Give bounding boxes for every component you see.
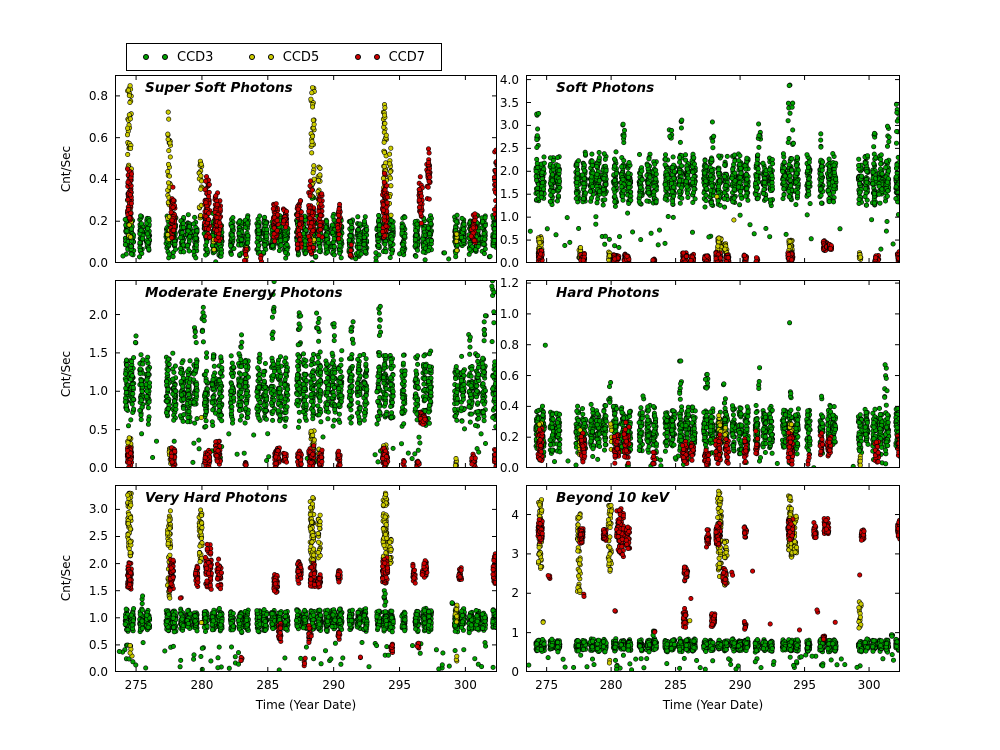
plot-title: Super Soft Photons — [145, 80, 293, 96]
x-tick-label: 285 — [664, 678, 688, 692]
y-tick-label: 0.0 — [88, 461, 108, 475]
plot-beyond-10kev: Beyond 10 keV — [526, 485, 900, 672]
y-tick-label: 3.0 — [499, 118, 519, 133]
ccd5-marker-icon — [248, 54, 274, 60]
plot-title: Moderate Energy Photons — [145, 285, 343, 301]
y-tick-label: 0.5 — [88, 637, 108, 652]
y-tick-label: 1.0 — [499, 306, 519, 321]
legend: CCD3 CCD5 CCD7 — [126, 43, 442, 71]
y-tick-label: 0.0 — [499, 461, 519, 475]
x-tick-label: 275 — [535, 678, 559, 692]
plot-title: Very Hard Photons — [145, 490, 288, 506]
y-tick-label: 1.5 — [88, 583, 108, 598]
y-tick-label: 2.5 — [499, 141, 519, 156]
y-tick-label: 2 — [511, 586, 519, 601]
y-tick-label: 0.2 — [88, 214, 108, 229]
y-tick-label: 4 — [511, 507, 519, 522]
plot-canvas — [115, 485, 497, 672]
legend-label-ccd7: CCD7 — [388, 49, 425, 65]
legend-label-ccd5: CCD5 — [282, 49, 320, 65]
ccd3-marker-icon — [143, 54, 168, 60]
y-tick-label: 2.5 — [88, 529, 108, 544]
x-tick-label: 280 — [599, 678, 623, 692]
y-tick-label: 2.0 — [88, 307, 108, 322]
y-tick-label: 0.8 — [499, 337, 519, 352]
plot-title: Soft Photons — [556, 80, 655, 96]
y-tick-label: 1.0 — [88, 610, 108, 625]
y-tick-label: 0.8 — [88, 88, 108, 103]
plot-canvas — [115, 280, 497, 468]
legend-label-ccd3: CCD3 — [177, 49, 214, 65]
y-tick-label: 4.0 — [499, 72, 519, 87]
plot-title: Beyond 10 keV — [556, 490, 670, 506]
y-tick-label: 0.0 — [88, 665, 108, 679]
ccd7-marker-icon — [354, 54, 380, 60]
plot-canvas — [526, 280, 900, 468]
y-tick-label: 0.2 — [499, 430, 519, 445]
x-tick-label: 295 — [793, 678, 817, 692]
y-tick-label: 3.0 — [88, 502, 108, 517]
plot-title: Hard Photons — [556, 285, 660, 301]
x-axis-label: Time (Year Date) — [255, 698, 357, 712]
x-tick-label: 295 — [388, 678, 411, 692]
y-tick-label: 1.5 — [88, 345, 108, 360]
y-tick-label: 0.4 — [499, 399, 519, 414]
plot-canvas — [526, 485, 900, 672]
x-tick-label: 290 — [728, 678, 752, 692]
y-tick-label: 0.0 — [88, 256, 108, 270]
y-tick-label: 1.0 — [88, 384, 108, 399]
y-tick-label: 0.4 — [88, 172, 108, 187]
x-tick-label: 280 — [190, 678, 214, 692]
legend-entry-ccd3: CCD3 — [143, 51, 213, 64]
x-tick-label: 275 — [124, 678, 148, 692]
x-axis-label: Time (Year Date) — [662, 698, 764, 712]
plot-soft-photons: Soft Photons — [526, 75, 900, 263]
legend-entry-ccd5: CCD5 — [248, 49, 320, 65]
plot-moderate-energy-photons: Moderate Energy Photons — [115, 280, 497, 468]
y-tick-label: 0.6 — [499, 368, 519, 383]
plot-very-hard-photons: Very Hard Photons — [115, 485, 497, 672]
y-tick-label: 2.0 — [88, 556, 108, 571]
y-tick-label: 0.0 — [499, 256, 519, 270]
y-tick-label: 0.5 — [88, 422, 108, 437]
y-tick-label: 1.2 — [499, 276, 519, 291]
x-tick-label: 300 — [453, 678, 477, 692]
y-tick-label: 0.5 — [499, 233, 519, 248]
plot-super-soft-photons: Super Soft Photons — [115, 75, 497, 263]
y-tick-label: 0 — [511, 665, 519, 679]
legend-entry-ccd7: CCD7 — [354, 49, 425, 65]
x-tick-label: 290 — [322, 678, 346, 692]
plot-hard-photons: Hard Photons — [526, 280, 900, 468]
y-tick-label: 0.6 — [88, 130, 108, 145]
x-tick-label: 300 — [857, 678, 881, 692]
y-tick-label: 1.5 — [499, 187, 519, 202]
y-tick-label: 3 — [511, 546, 519, 561]
x-tick-label: 285 — [256, 678, 280, 692]
y-tick-label: 2.0 — [499, 164, 519, 179]
y-tick-label: 1 — [511, 625, 519, 640]
plot-canvas — [526, 75, 900, 263]
y-tick-label: 3.5 — [499, 95, 519, 110]
plot-canvas — [115, 75, 497, 263]
y-tick-label: 1.0 — [499, 210, 519, 225]
